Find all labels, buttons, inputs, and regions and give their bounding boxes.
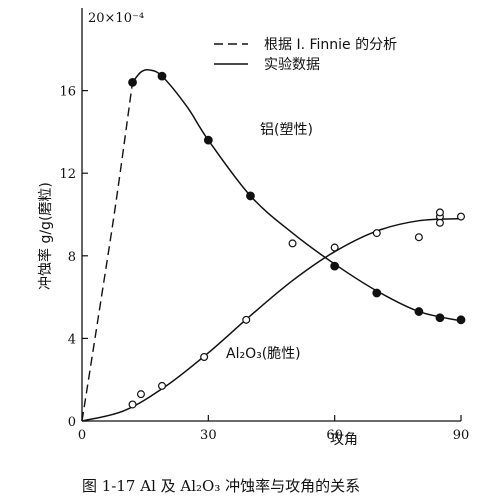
aluminum-data-point <box>435 313 445 323</box>
annotation-aluminum: 铝(塑性) <box>260 122 313 138</box>
alumina-data-point <box>414 233 423 242</box>
alumina-data-point <box>457 212 466 221</box>
aluminum-data-point <box>372 288 382 298</box>
alumina-data-point <box>200 352 209 361</box>
y-tick-label: 12 <box>59 167 76 182</box>
markers <box>128 71 466 409</box>
aluminum-data-point <box>330 261 340 271</box>
x-tick-label: 30 <box>200 428 217 443</box>
alumina-data-point <box>158 381 167 390</box>
alumina-data-point <box>330 243 339 252</box>
alumina-data-point <box>128 400 137 409</box>
y-tick-label: 0 <box>68 415 76 430</box>
x-tick-label: 0 <box>78 428 86 443</box>
x-tick-label: 60 <box>326 428 343 443</box>
alumina-data-point <box>435 218 444 227</box>
experimental-curve-series-0 <box>131 68 462 322</box>
labels: 20×10⁻⁴ 攻角 冲蚀率 g/g(磨粒) 铝(塑性) Al₂O₃(脆性) 根… <box>37 11 397 495</box>
legend-label-experiment: 实验数据 <box>264 57 320 73</box>
aluminum-data-point <box>456 315 466 325</box>
y-axis-label: 冲蚀率 g/g(磨粒) <box>37 182 54 290</box>
x-axis-label: 攻角 <box>330 432 358 448</box>
aluminum-data-point <box>414 307 424 316</box>
alumina-data-point <box>372 229 381 238</box>
y-tick-label: 8 <box>68 250 76 265</box>
alumina-data-point <box>136 390 145 399</box>
alumina-data-point <box>435 208 444 217</box>
analysis-curve-series-0 <box>81 82 134 422</box>
alumina-data-point <box>288 239 297 248</box>
x-tick-label: 90 <box>453 428 470 443</box>
aluminum-data-point <box>246 191 255 201</box>
y-tick-label: 4 <box>68 332 76 347</box>
y-tick-label: 16 <box>59 85 76 100</box>
legend-label-analysis: 根据 I. Finnie 的分析 <box>264 37 397 53</box>
alumina-data-point <box>242 315 251 324</box>
axes: 0 30 60 90 0 4 8 12 16 <box>59 8 469 443</box>
aluminum-data-point <box>203 135 213 145</box>
figure-caption: 图 1-17 Al 及 Al₂O₃ 冲蚀率与攻角的关系 <box>82 477 360 495</box>
aluminum-data-point <box>128 77 137 87</box>
annotation-alumina: Al₂O₃(脆性) <box>226 345 301 362</box>
y-scale-note: 20×10⁻⁴ <box>88 11 144 26</box>
experimental-curve-series-1 <box>81 217 462 422</box>
aluminum-data-point <box>157 71 167 81</box>
